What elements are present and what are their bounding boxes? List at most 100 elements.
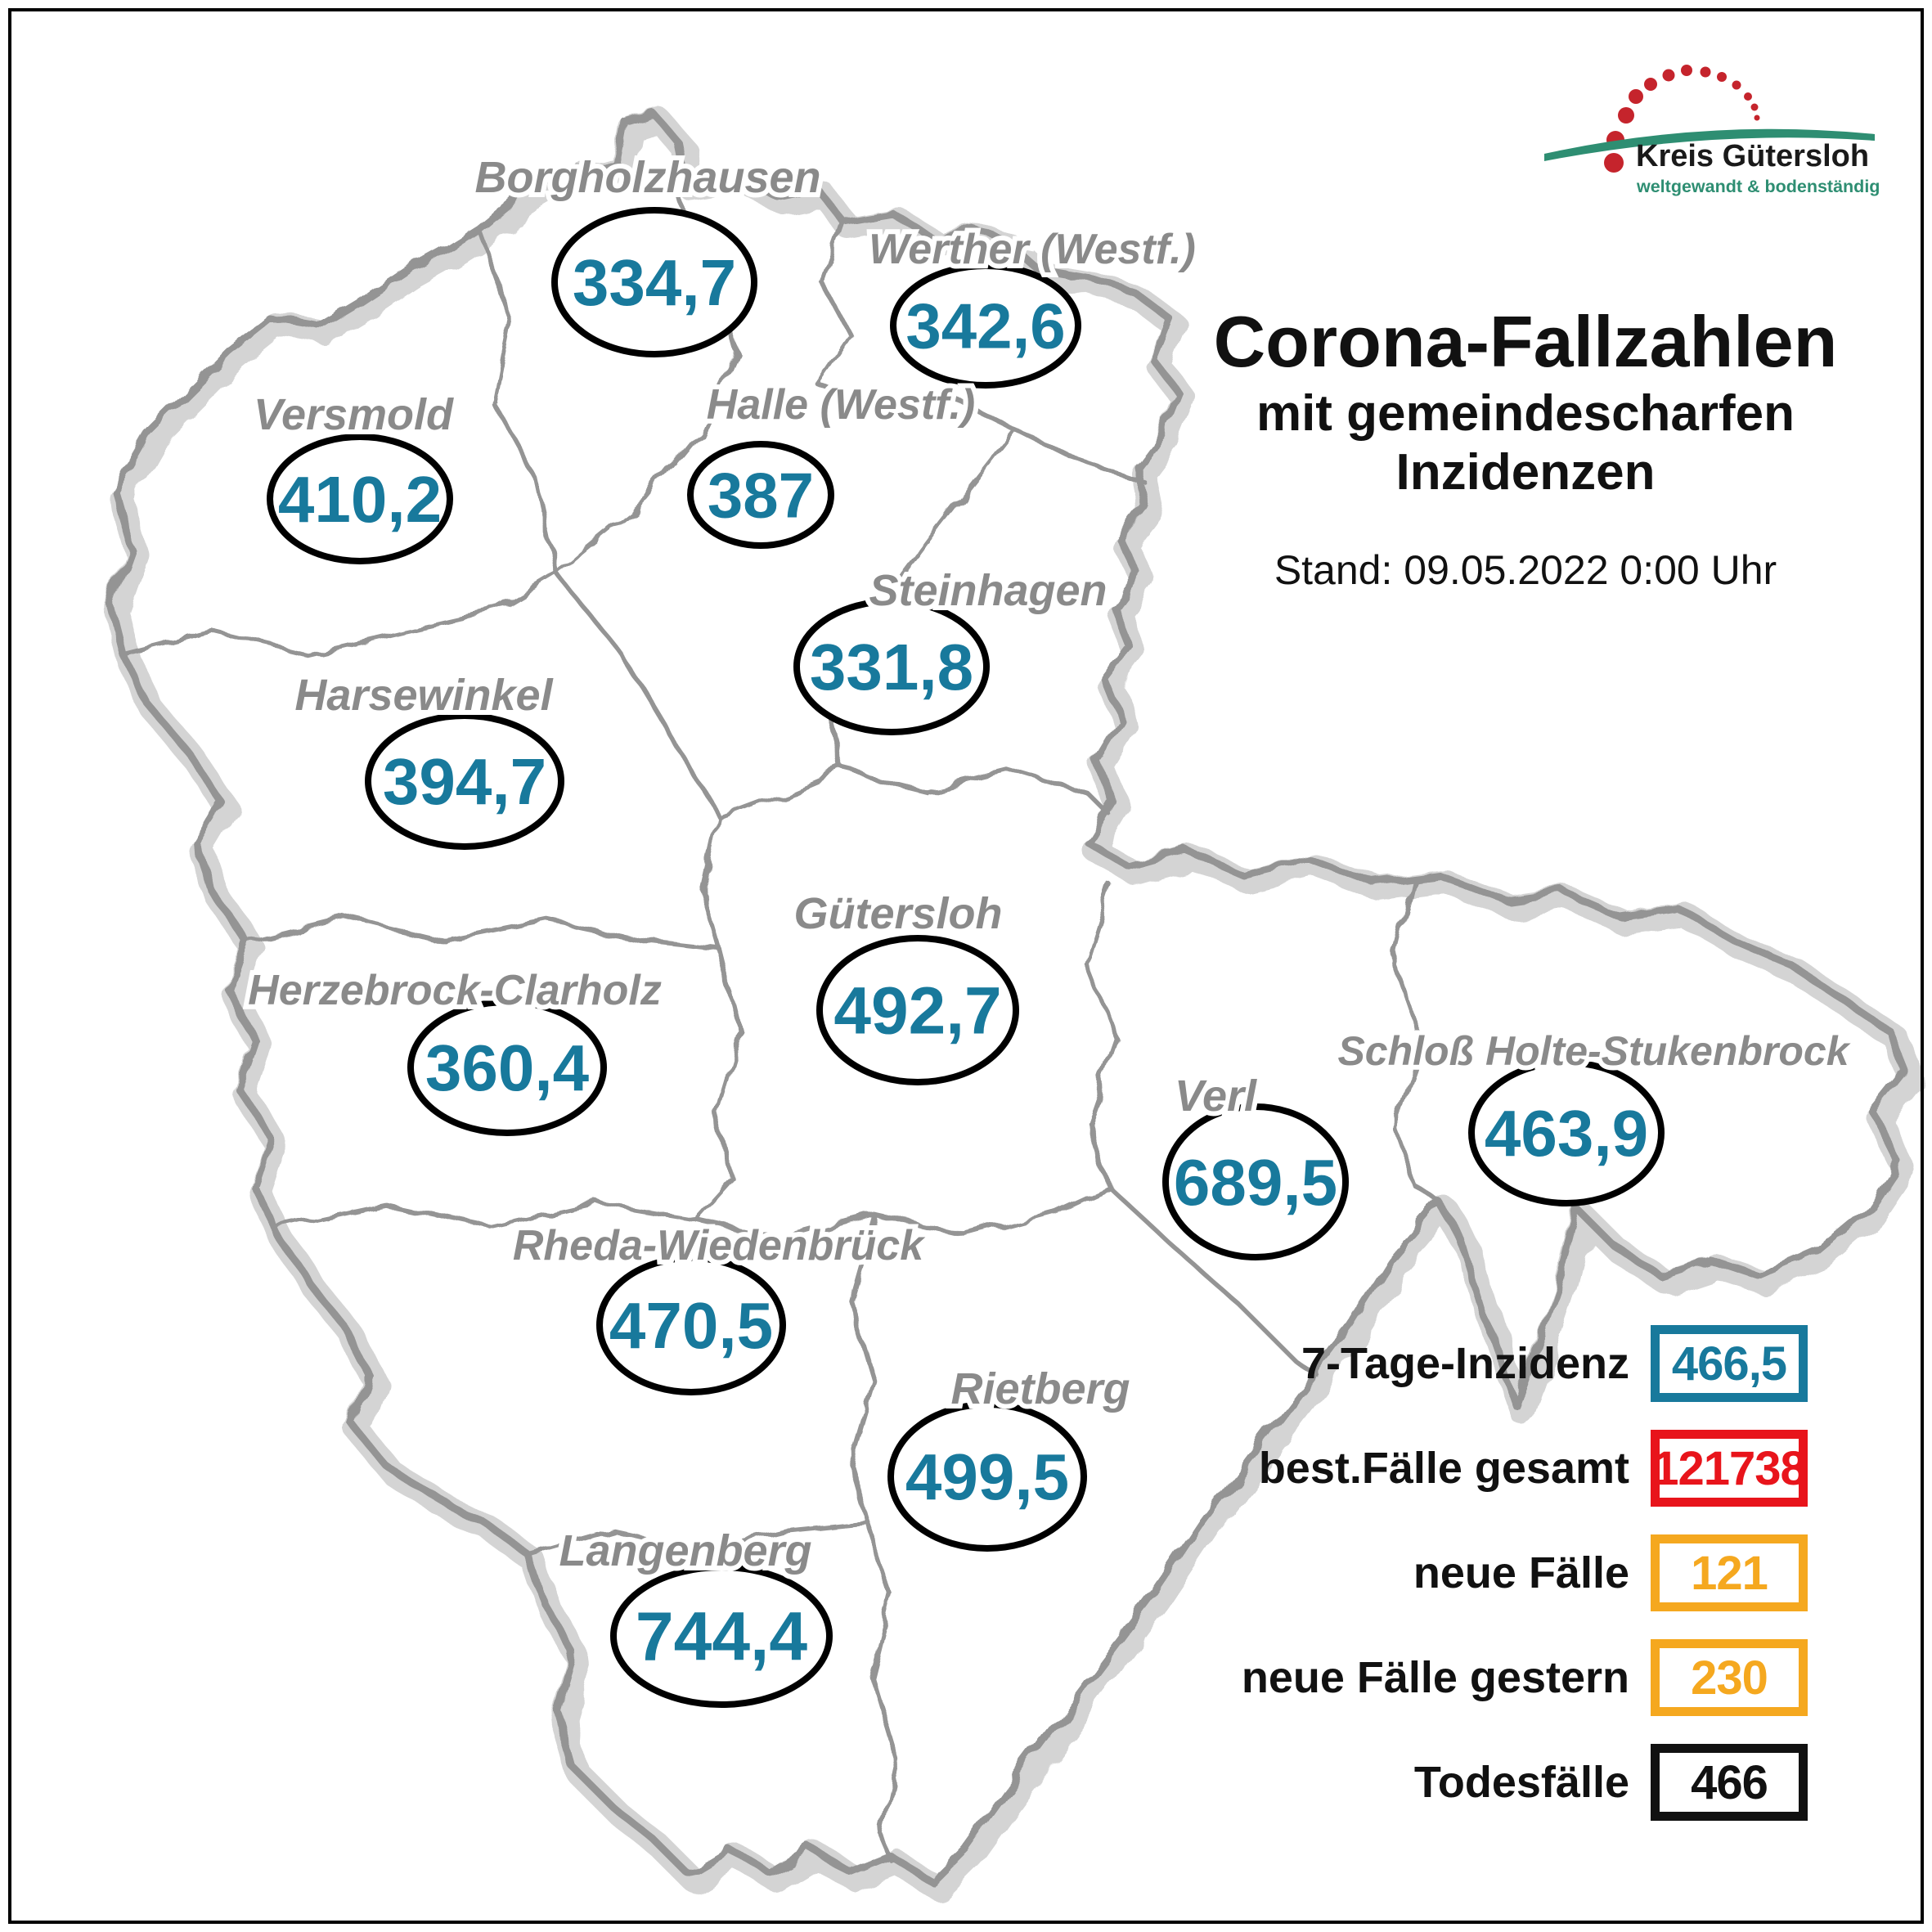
legend-value: 121738 — [1652, 1441, 1807, 1495]
incidence-value: 342,6 — [905, 290, 1065, 362]
legend-row-incidence: 7-Tage-Inzidenz 466,5 — [1178, 1325, 1808, 1402]
legend-label: neue Fälle gestern — [1241, 1653, 1629, 1702]
incidence-value: 744,4 — [636, 1597, 807, 1674]
incidence-value: 499,5 — [905, 1440, 1069, 1513]
municipality-name-shadow: Rheda-Wiedenbrück — [516, 1225, 929, 1273]
municipality-name: Langenberg — [559, 1526, 811, 1575]
municipality-name-halo: Langenberg — [559, 1526, 811, 1575]
municipal-boundary — [1392, 877, 1442, 1205]
municipality-schlo-holte-stukenbrock: 463,9 — [1468, 1059, 1665, 1206]
district-outer-boundary — [106, 110, 1910, 1885]
municipality-name: Halle (Westf.) — [707, 381, 975, 429]
municipality-name: Herzebrock-Clarholz — [248, 967, 662, 1014]
municipal-boundary — [848, 1212, 878, 1524]
incidence-ellipse — [890, 263, 1081, 389]
municipality-name-shadow: Rietberg — [954, 1368, 1133, 1417]
incidence-value: 387 — [708, 459, 814, 531]
kreis-guetersloh-logo: Kreis Gütersloh weltgewandt & bodenständ… — [1544, 65, 1880, 196]
municipality-name-halo: Schloß Holte-Stukenbrock — [1337, 1028, 1850, 1074]
municipality-name: Rheda-Wiedenbrück — [513, 1222, 926, 1269]
municipality-label-halle-westf: Halle (Westf.)Halle (Westf.)Halle (Westf… — [702, 376, 980, 434]
incidence-value: 334,7 — [573, 246, 736, 319]
legend-value: 466,5 — [1671, 1337, 1787, 1391]
incidence-value: 360,4 — [425, 1031, 590, 1104]
logo-dot — [1750, 103, 1759, 111]
municipality-name: Verl — [1175, 1072, 1257, 1121]
legend-value-box: 230 — [1651, 1639, 1808, 1716]
logo-tagline: weltgewandt & bodenständig — [1636, 177, 1880, 196]
municipality-name: Steinhagen — [869, 566, 1107, 615]
municipality-steinhagen: 331,8 — [793, 598, 990, 735]
logo-dots-arc — [1604, 65, 1760, 173]
municipal-boundary — [815, 220, 853, 387]
municipality-name-shadow: Langenberg — [562, 1530, 815, 1579]
incidence-ellipse — [1162, 1103, 1349, 1260]
status-date: Stand: 09.05.2022 0:00 Uhr — [1274, 546, 1777, 593]
municipality-name-halo: Versmold — [254, 390, 454, 439]
legend-value-box: 466,5 — [1651, 1325, 1808, 1402]
logo-dot — [1629, 89, 1643, 104]
municipality-name-shadow: Harsewinkel — [298, 674, 556, 723]
incidence-value: 492,7 — [833, 974, 1001, 1049]
incidence-ellipse — [551, 207, 757, 357]
legend-row-new-cases-yesterday: neue Fälle gestern 230 — [1178, 1639, 1808, 1716]
incidence-value: 331,8 — [810, 631, 973, 703]
municipality-name-halo: Rietberg — [950, 1364, 1130, 1413]
legend-value-box: 121 — [1651, 1534, 1808, 1611]
municipal-boundary — [525, 1519, 869, 1557]
page-title: Corona-Fallzahlen — [1213, 301, 1838, 382]
municipality-name-shadow: Steinhagen — [872, 569, 1110, 618]
incidence-value: 463,9 — [1485, 1097, 1648, 1170]
incidence-ellipse — [365, 712, 564, 850]
municipality-name: Harsewinkel — [294, 671, 553, 720]
legend-row-deaths: Todesfälle 466 — [1178, 1744, 1808, 1821]
municipality-versmold: 410,2 — [267, 434, 453, 564]
municipality-name-halo: Borgholzhausen — [474, 153, 820, 202]
municipal-boundary — [554, 570, 722, 951]
municipality-name: Werther (Westf.) — [869, 226, 1196, 273]
incidence-ellipse — [687, 441, 834, 549]
municipal-boundary — [1085, 885, 1119, 1188]
incidence-ellipse — [267, 434, 453, 564]
municipality-werther-westf: 342,6 — [890, 263, 1081, 389]
legend-value-box: 466 — [1651, 1744, 1808, 1821]
municipality-name-halo: Rheda-Wiedenbrück — [513, 1222, 926, 1269]
incidence-ellipse — [596, 1255, 786, 1395]
incidence-ellipse — [610, 1564, 833, 1708]
legend-label: best.Fälle gesamt — [1258, 1444, 1629, 1493]
municipality-name-shadow: Borgholzhausen — [478, 156, 824, 205]
municipality-name-shadow: Gütersloh — [797, 892, 1005, 941]
incidence-value: 410,2 — [278, 463, 442, 536]
municipality-name: Borgholzhausen — [474, 153, 820, 202]
municipality-name-halo: Werther (Westf.) — [869, 226, 1196, 273]
legend-row-new-cases: neue Fälle 121 — [1178, 1534, 1808, 1611]
municipality-verl: 689,5 — [1162, 1103, 1349, 1260]
municipality-name: Gütersloh — [793, 889, 1002, 938]
legend-label: neue Fälle — [1413, 1548, 1629, 1597]
incidence-value: 689,5 — [1174, 1146, 1337, 1219]
legend-label: 7-Tage-Inzidenz — [1301, 1339, 1629, 1388]
legend-value: 466 — [1691, 1755, 1768, 1809]
legend-value-box: 121738 — [1651, 1430, 1808, 1507]
municipal-boundary — [815, 382, 1148, 485]
municipality-name-shadow: Verl — [1178, 1075, 1260, 1124]
legend-label: Todesfälle — [1413, 1758, 1629, 1807]
municipality-g-tersloh: 492,7 — [816, 935, 1019, 1085]
municipal-boundary — [120, 570, 559, 657]
logo-dot — [1717, 72, 1727, 82]
incidence-ellipse — [816, 935, 1019, 1085]
municipality-halle-westf: 387 — [687, 441, 834, 549]
municipality-herzebrock-clarholz: 360,4 — [407, 999, 607, 1136]
municipality-name-halo: Steinhagen — [869, 566, 1107, 615]
header-block: Corona-Fallzahlen mit gemeindescharfen I… — [1141, 301, 1910, 594]
incidence-ellipse — [1468, 1059, 1665, 1206]
municipality-borgholzhausen: 334,7 — [551, 207, 757, 357]
municipality-name-halo: Herzebrock-Clarholz — [248, 967, 662, 1014]
